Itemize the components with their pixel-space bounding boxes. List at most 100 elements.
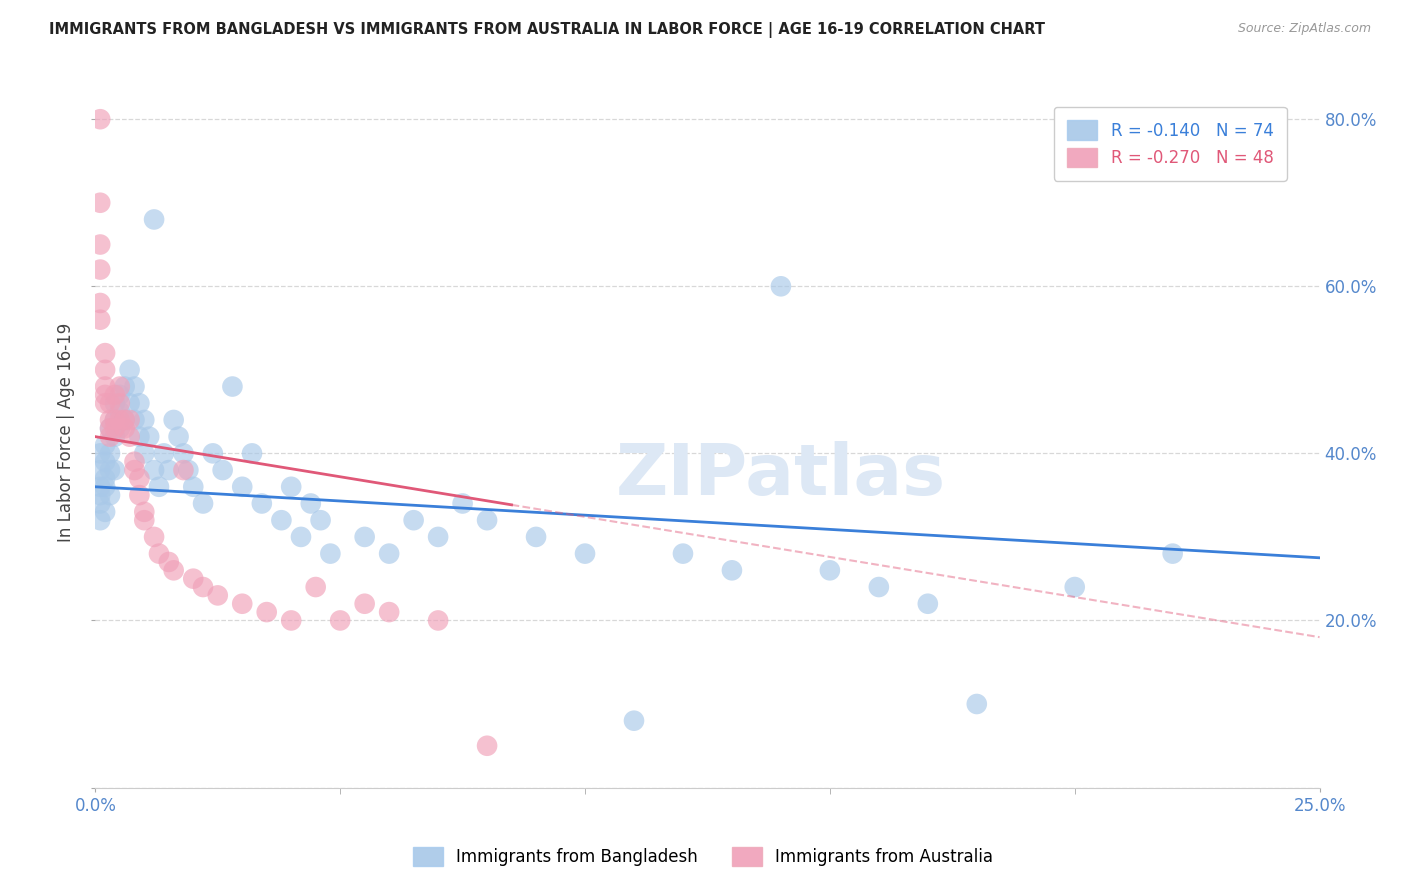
Point bbox=[290, 530, 312, 544]
Point bbox=[153, 446, 176, 460]
Point bbox=[672, 547, 695, 561]
Point bbox=[128, 396, 150, 410]
Point bbox=[108, 404, 131, 418]
Point bbox=[114, 413, 136, 427]
Point bbox=[128, 471, 150, 485]
Point bbox=[143, 212, 166, 227]
Point bbox=[108, 396, 131, 410]
Point bbox=[94, 388, 117, 402]
Point bbox=[818, 563, 841, 577]
Point bbox=[280, 614, 302, 628]
Point bbox=[524, 530, 547, 544]
Point bbox=[221, 379, 243, 393]
Point bbox=[108, 421, 131, 435]
Point bbox=[98, 446, 121, 460]
Point bbox=[94, 480, 117, 494]
Point bbox=[191, 580, 214, 594]
Point bbox=[378, 547, 401, 561]
Point bbox=[299, 496, 322, 510]
Point bbox=[104, 421, 127, 435]
Point bbox=[94, 379, 117, 393]
Point bbox=[721, 563, 744, 577]
Point bbox=[240, 446, 263, 460]
Point bbox=[94, 396, 117, 410]
Point bbox=[104, 430, 127, 444]
Text: Source: ZipAtlas.com: Source: ZipAtlas.com bbox=[1237, 22, 1371, 36]
Point bbox=[181, 480, 204, 494]
Point bbox=[138, 430, 160, 444]
Point bbox=[89, 112, 111, 127]
Point bbox=[89, 296, 111, 310]
Point bbox=[402, 513, 425, 527]
Point bbox=[157, 463, 180, 477]
Point bbox=[148, 480, 170, 494]
Point bbox=[305, 580, 328, 594]
Point bbox=[89, 262, 111, 277]
Point bbox=[94, 505, 117, 519]
Point bbox=[1063, 580, 1085, 594]
Point bbox=[917, 597, 939, 611]
Point bbox=[231, 597, 253, 611]
Point bbox=[124, 463, 146, 477]
Point bbox=[98, 463, 121, 477]
Point bbox=[157, 555, 180, 569]
Point bbox=[98, 421, 121, 435]
Point bbox=[118, 413, 141, 427]
Point bbox=[427, 614, 450, 628]
Point bbox=[191, 496, 214, 510]
Point bbox=[211, 463, 233, 477]
Point bbox=[114, 413, 136, 427]
Point bbox=[94, 471, 117, 485]
Point bbox=[98, 413, 121, 427]
Point bbox=[319, 547, 342, 561]
Point bbox=[231, 480, 253, 494]
Point bbox=[181, 572, 204, 586]
Point bbox=[143, 463, 166, 477]
Point bbox=[128, 430, 150, 444]
Point bbox=[124, 413, 146, 427]
Point bbox=[475, 513, 498, 527]
Point bbox=[104, 396, 127, 410]
Point bbox=[143, 530, 166, 544]
Point bbox=[250, 496, 273, 510]
Point bbox=[353, 597, 375, 611]
Point bbox=[309, 513, 332, 527]
Point bbox=[124, 455, 146, 469]
Point bbox=[98, 421, 121, 435]
Point bbox=[108, 388, 131, 402]
Point bbox=[124, 379, 146, 393]
Point bbox=[574, 547, 596, 561]
Point bbox=[89, 496, 111, 510]
Point bbox=[89, 513, 111, 527]
Point bbox=[114, 379, 136, 393]
Point bbox=[134, 513, 156, 527]
Point bbox=[108, 413, 131, 427]
Point bbox=[89, 195, 111, 210]
Point bbox=[329, 614, 352, 628]
Point bbox=[98, 430, 121, 444]
Point bbox=[89, 446, 111, 460]
Point bbox=[89, 237, 111, 252]
Point bbox=[623, 714, 645, 728]
Point bbox=[94, 363, 117, 377]
Point bbox=[128, 488, 150, 502]
Text: ZIPatlas: ZIPatlas bbox=[616, 441, 946, 509]
Point bbox=[114, 421, 136, 435]
Point bbox=[163, 413, 186, 427]
Point bbox=[89, 312, 111, 326]
Point bbox=[104, 388, 127, 402]
Point bbox=[475, 739, 498, 753]
Point bbox=[89, 488, 111, 502]
Point bbox=[104, 463, 127, 477]
Point bbox=[94, 346, 117, 360]
Point bbox=[353, 530, 375, 544]
Point bbox=[94, 455, 117, 469]
Point bbox=[280, 480, 302, 494]
Point bbox=[108, 379, 131, 393]
Legend: R = -0.140   N = 74, R = -0.270   N = 48: R = -0.140 N = 74, R = -0.270 N = 48 bbox=[1054, 107, 1286, 180]
Point bbox=[118, 363, 141, 377]
Point bbox=[134, 505, 156, 519]
Point bbox=[270, 513, 292, 527]
Point bbox=[966, 697, 988, 711]
Point bbox=[769, 279, 792, 293]
